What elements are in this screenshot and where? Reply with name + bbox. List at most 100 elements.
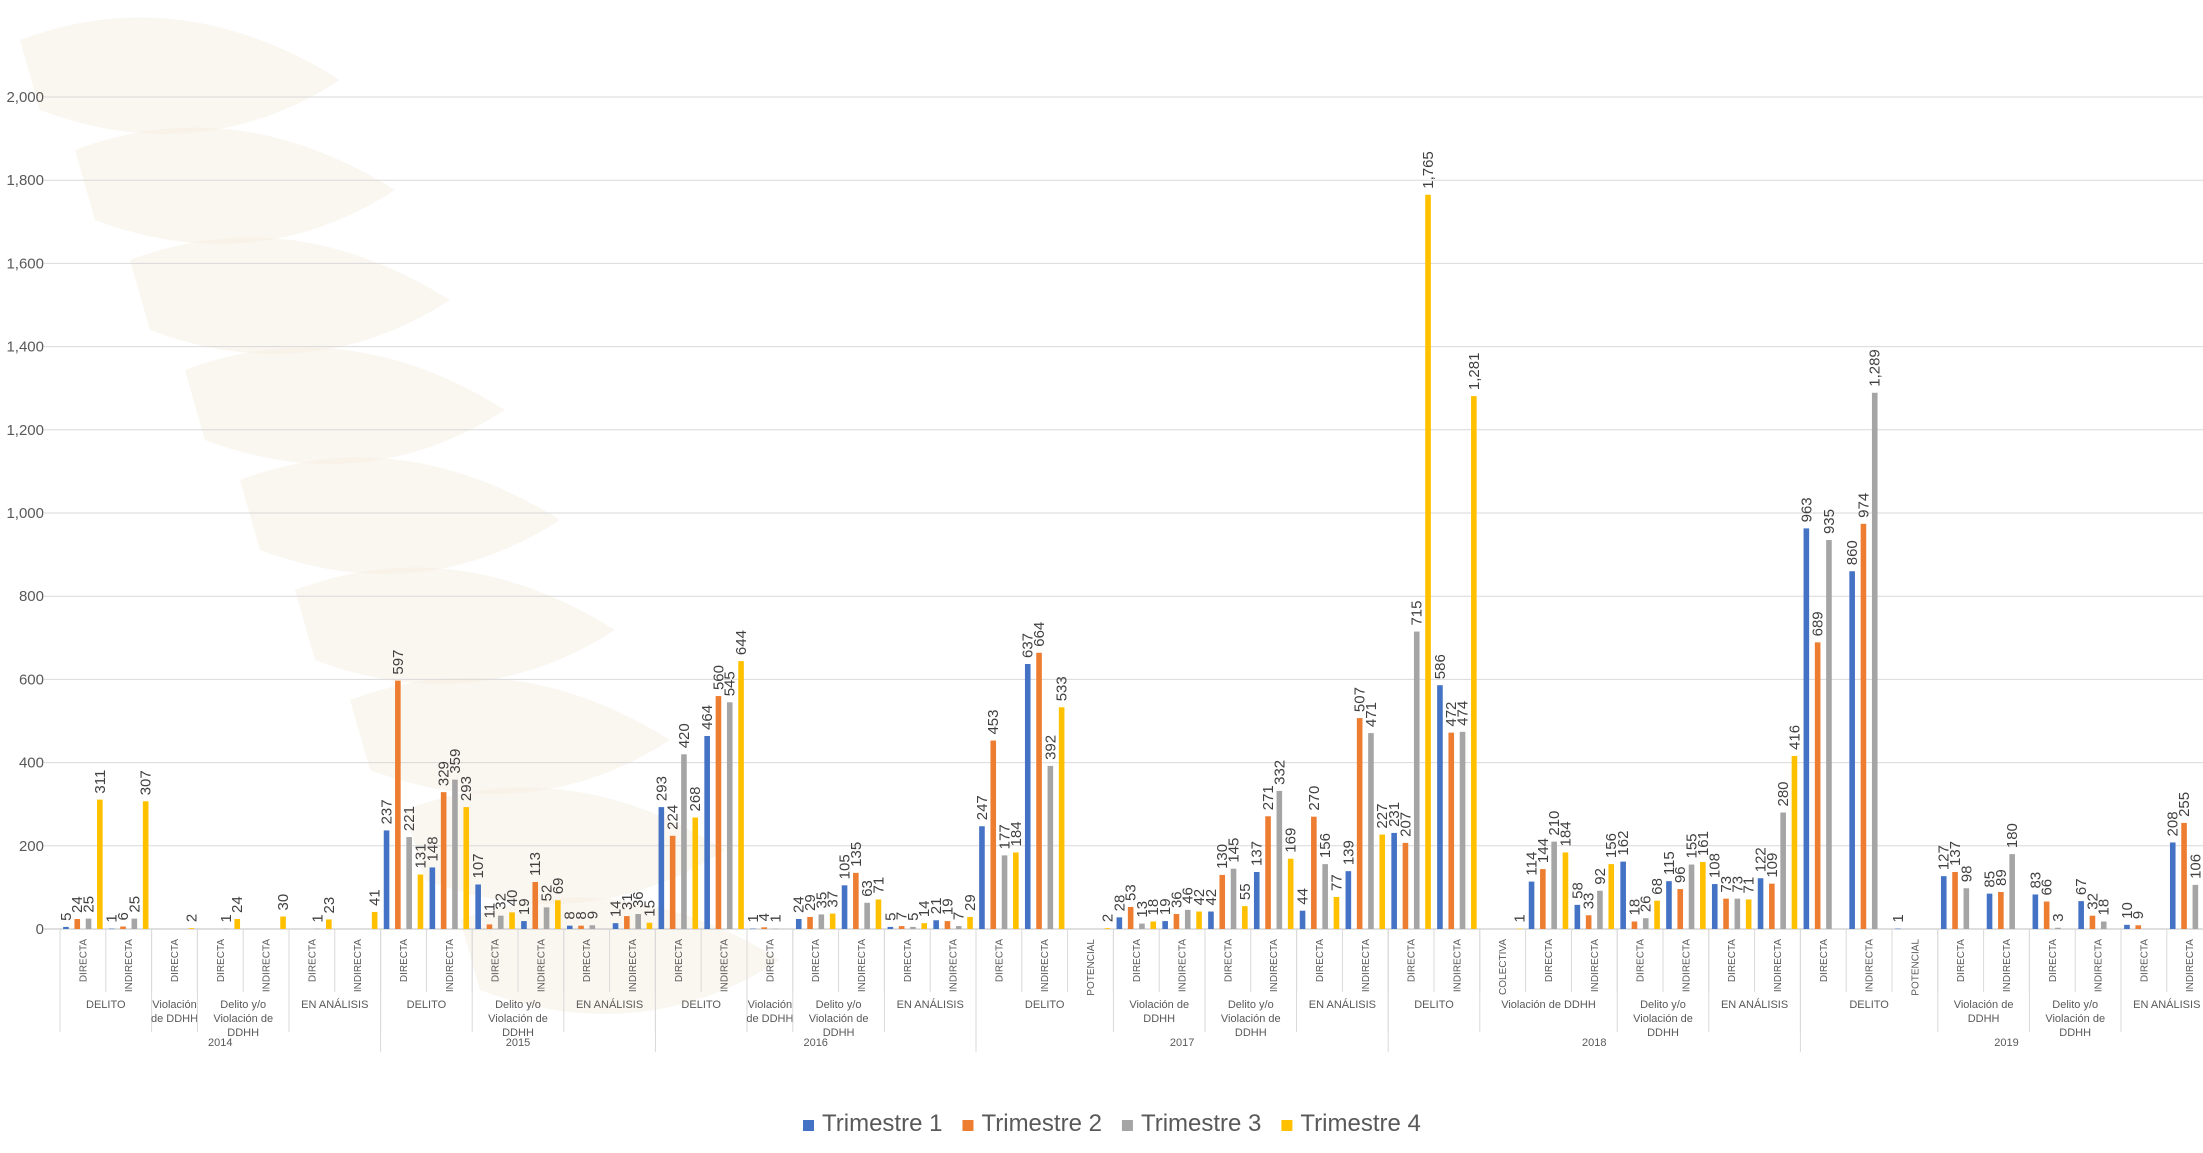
bar xyxy=(1299,910,1306,929)
y-tick-label: 1,600 xyxy=(6,255,44,272)
bar xyxy=(1287,858,1294,929)
bar xyxy=(795,919,802,929)
bar xyxy=(1597,890,1603,929)
bar xyxy=(1322,864,1328,929)
bar xyxy=(417,874,424,929)
data-label: 1,765 xyxy=(1420,151,1437,189)
data-label: 156 xyxy=(1317,833,1334,858)
data-label: 114 xyxy=(1524,852,1541,876)
bar xyxy=(1734,898,1741,929)
bar xyxy=(1860,523,1867,929)
bar xyxy=(1173,914,1180,929)
bar xyxy=(864,902,870,929)
year-label: 2015 xyxy=(506,1037,530,1049)
data-label: 7 xyxy=(894,912,911,920)
data-label: 2 xyxy=(183,914,200,922)
background-watermark xyxy=(20,17,780,1014)
gridlines xyxy=(44,96,2203,930)
category-tick-label: DIRECTA xyxy=(1819,939,1830,982)
data-label: 25 xyxy=(126,896,143,913)
data-label: 36 xyxy=(630,891,647,908)
bar xyxy=(761,927,768,929)
category-tick-label: DIRECTA xyxy=(1956,939,1967,982)
data-label: 41 xyxy=(367,889,384,906)
category-tick-label: DIRECTA xyxy=(765,939,776,982)
bar xyxy=(1242,906,1248,929)
data-label: 15 xyxy=(641,900,658,917)
data-label: 85 xyxy=(1982,871,1999,888)
group-label: Violación de DDHH xyxy=(746,999,793,1025)
data-label: 68 xyxy=(1649,878,1666,895)
bar xyxy=(2124,924,2130,929)
data-label: 58 xyxy=(1569,882,1586,899)
data-label: 33 xyxy=(1581,893,1598,910)
data-label: 122 xyxy=(1753,847,1770,872)
bar xyxy=(2192,884,2199,929)
y-tick-label: 800 xyxy=(19,588,44,605)
bar xyxy=(1208,911,1214,929)
bar xyxy=(1368,733,1374,929)
category-tick-label: DIRECTA xyxy=(399,939,410,982)
data-label: 247 xyxy=(974,795,991,820)
data-label: 107 xyxy=(470,853,487,878)
category-tick-label: INDIRECTA xyxy=(857,939,868,992)
bar xyxy=(395,680,401,929)
bar xyxy=(910,926,916,929)
data-label: 144 xyxy=(1535,838,1552,863)
bar xyxy=(2078,901,2084,929)
data-label: 30 xyxy=(275,894,292,911)
data-label: 586 xyxy=(1432,654,1449,679)
data-label: 453 xyxy=(985,710,1002,735)
data-label: 597 xyxy=(390,650,407,675)
data-label: 155 xyxy=(1684,833,1701,858)
year-label: 2017 xyxy=(1170,1037,1194,1049)
year-label: 2018 xyxy=(1582,1037,1606,1049)
category-tick-label: DIRECTA xyxy=(491,939,502,982)
group-label: Violación de DDHH xyxy=(1129,999,1189,1025)
bar xyxy=(1047,765,1054,929)
data-label: 416 xyxy=(1786,725,1803,750)
group-label: Delito y/o Violación de DDHH xyxy=(1633,999,1693,1039)
bar xyxy=(990,740,997,929)
watermark-ornament xyxy=(75,127,395,244)
data-label: 139 xyxy=(1340,840,1357,865)
watermark-ornament xyxy=(130,237,450,354)
y-tick-label: 600 xyxy=(19,671,44,688)
data-label: 270 xyxy=(1306,786,1323,811)
bar xyxy=(772,928,779,930)
bar xyxy=(944,921,951,929)
bar xyxy=(1826,540,1832,929)
category-tick-label: DIRECTA xyxy=(582,939,593,982)
bar xyxy=(1803,528,1810,929)
bar xyxy=(1620,861,1626,929)
data-label: 974 xyxy=(1855,493,1872,518)
bar xyxy=(704,735,710,929)
category-tick-label: INDIRECTA xyxy=(353,939,364,992)
bar xyxy=(1940,876,1947,929)
data-label: 40 xyxy=(504,890,521,907)
year-label: 2019 xyxy=(1994,1037,2018,1049)
x-axis-categories: DIRECTA INDIRECTA DELITO DIRECTA Violación de… xyxy=(59,929,2200,1052)
bar xyxy=(1849,571,1855,929)
data-label: 24 xyxy=(69,896,86,913)
data-label: 92 xyxy=(1592,868,1609,885)
data-label: 2 xyxy=(1099,914,1116,922)
data-label: 52 xyxy=(539,885,556,902)
bar xyxy=(1276,790,1283,929)
legend-swatch xyxy=(1281,1120,1293,1131)
year-label: 2016 xyxy=(803,1037,827,1049)
group-label: DELITO xyxy=(86,999,126,1011)
category-tick-label: INDIRECTA xyxy=(2094,939,2105,992)
bar xyxy=(475,884,481,929)
category-tick-label: DIRECTA xyxy=(1727,939,1738,982)
bar xyxy=(2009,854,2015,929)
bar xyxy=(1654,900,1660,929)
bar xyxy=(658,807,665,929)
bar xyxy=(967,916,973,929)
group-label: DELITO xyxy=(407,999,447,1011)
legend-entry: Trimestre 3 xyxy=(1141,1110,1261,1137)
year-label: 2014 xyxy=(208,1037,232,1049)
data-label: 18 xyxy=(1145,899,1162,916)
group-label: Violación de DDHH xyxy=(1954,999,2014,1025)
